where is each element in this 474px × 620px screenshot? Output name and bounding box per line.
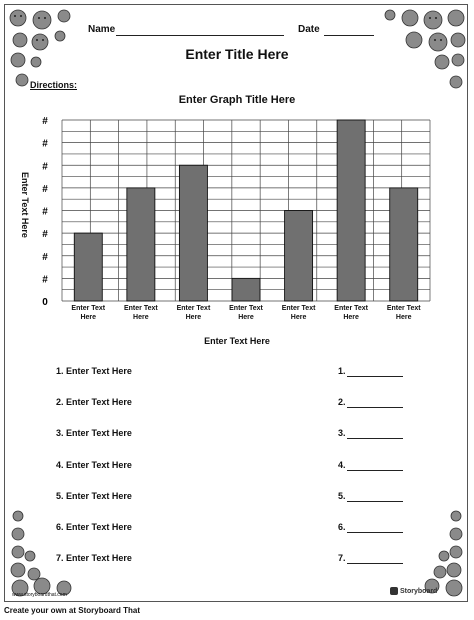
answer-field[interactable] <box>347 376 403 377</box>
emoji-decoration-top-right <box>384 9 466 89</box>
y-tick-label: # <box>42 116 48 127</box>
x-category-label: Enter Text Here <box>176 305 211 321</box>
y-tick-label: # <box>42 252 48 263</box>
y-tick-label: # <box>42 139 48 150</box>
answer-number: 6. <box>338 522 346 532</box>
storyboard-logo-icon <box>390 587 398 595</box>
chart-bar <box>284 210 314 302</box>
answer-number: 1. <box>338 366 346 376</box>
question-item: 5. Enter Text Here <box>56 490 132 501</box>
chart-bar <box>389 187 419 302</box>
x-category-label: Enter Text Here <box>71 305 106 321</box>
chart-title: Enter Graph Title Here <box>178 94 296 106</box>
chart-bar <box>231 277 261 302</box>
answer-number: 2. <box>338 397 346 408</box>
x-category-label: Enter Text Here <box>229 305 263 321</box>
storyboard-logo: Storyboard <box>390 587 437 595</box>
answer-field[interactable] <box>347 563 403 565</box>
y-tick-label: # <box>42 274 48 285</box>
worksheet-page <box>4 4 468 602</box>
answer-field[interactable] <box>347 407 403 409</box>
answer-field[interactable] <box>347 438 403 440</box>
bar-chart: 0 # # # # # # # # <box>42 116 431 308</box>
answer-number: 7. <box>338 553 346 564</box>
answer-field[interactable] <box>347 532 403 533</box>
x-category-label: Enter Text Here <box>386 305 421 321</box>
question-item: 3. Enter Text Here <box>56 428 132 439</box>
answer-number: 3. <box>338 428 346 439</box>
footer-text: Create your own at Storyboard That <box>4 606 141 615</box>
y-tick-label: # <box>42 161 48 172</box>
page-title: Enter Title Here <box>185 46 289 62</box>
emoji-decoration-bottom-left <box>10 510 72 597</box>
chart-x-axis-label: Enter Text Here <box>204 336 270 346</box>
brand-small-text: www.storyboardthat.com <box>12 592 67 598</box>
question-item: 2. Enter Text Here <box>56 397 132 408</box>
x-category-label: Enter Text Here <box>281 305 316 321</box>
x-category-label: Enter Text Here <box>123 305 158 321</box>
y-tick-label: 0 <box>42 297 48 308</box>
x-category-label: Enter Text Here <box>334 305 368 321</box>
answer-field[interactable] <box>347 469 403 471</box>
y-tick-label: # <box>42 184 48 195</box>
question-item: 1. Enter Text Here <box>56 366 132 376</box>
question-item: 7. Enter Text Here <box>56 553 132 564</box>
chart-bar <box>126 187 156 302</box>
date-label: Date <box>298 24 320 35</box>
answer-number: 4. <box>338 459 346 470</box>
emoji-decoration-top-left <box>9 9 71 87</box>
directions-label: Directions: <box>30 80 78 90</box>
question-item: 4. Enter Text Here <box>56 459 132 470</box>
chart-bar <box>73 232 103 302</box>
answer-number: 5. <box>338 490 346 501</box>
answer-field[interactable] <box>347 500 403 502</box>
question-item: 6. Enter Text Here <box>56 522 132 532</box>
date-field[interactable] <box>324 35 374 36</box>
name-field[interactable] <box>116 35 284 36</box>
chart-bar <box>178 164 208 302</box>
name-label: Name <box>88 24 116 35</box>
y-tick-label: # <box>42 229 48 240</box>
emoji-decoration-bottom-right <box>424 510 463 597</box>
chart-bar <box>336 119 366 302</box>
y-tick-label: # <box>42 207 48 218</box>
